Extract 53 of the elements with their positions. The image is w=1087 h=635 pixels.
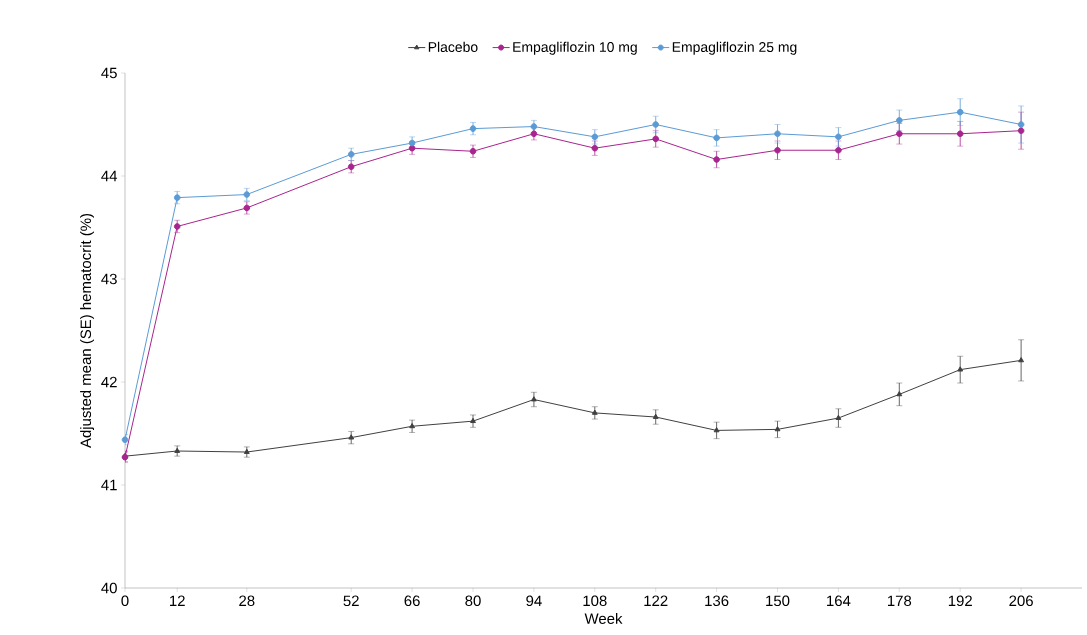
x-tick-label: 206	[1009, 595, 1033, 607]
point	[896, 391, 903, 397]
point	[896, 117, 903, 124]
x-tick-label: 108	[583, 595, 607, 607]
point	[173, 223, 181, 230]
point	[652, 121, 659, 128]
x-tick-label: 178	[887, 595, 912, 607]
point	[713, 427, 720, 433]
point	[652, 413, 659, 419]
y-tick-label: 42	[101, 376, 117, 388]
y-tick-label: 41	[101, 479, 117, 491]
point	[530, 123, 538, 130]
point	[956, 108, 964, 116]
legend-label: Empagliflozin 10 mg	[513, 41, 637, 55]
point	[713, 134, 720, 142]
x-tick-label: 122	[644, 595, 668, 606]
y-tick-label: 44	[101, 170, 118, 182]
x-tick-label: 164	[827, 595, 851, 607]
point	[956, 130, 964, 138]
point	[591, 144, 599, 152]
x-tick-label: 28	[239, 595, 255, 607]
legend-label: Placebo	[428, 41, 478, 53]
y-tick-label: 45	[101, 67, 117, 79]
y-tick-label: 43	[101, 273, 117, 285]
x-tick-label: 94	[526, 595, 542, 607]
point	[774, 130, 781, 138]
point	[652, 135, 659, 143]
x-tick-label: 192	[948, 595, 972, 607]
x-axis-title: Week	[584, 612, 623, 624]
point	[1017, 127, 1025, 134]
legend-label: Empagliflozin 25 mg	[672, 41, 797, 55]
x-tick-label: 80	[465, 595, 481, 607]
x-tick-label: 0	[121, 595, 129, 607]
x-tick-label: 66	[404, 595, 420, 607]
point	[530, 396, 537, 402]
x-tick-label: 52	[343, 595, 359, 607]
point	[713, 156, 720, 163]
point	[835, 146, 842, 154]
x-tick-label: 150	[766, 595, 790, 607]
point	[591, 133, 599, 141]
x-tick-label: 12	[170, 595, 185, 606]
point	[957, 366, 964, 372]
point	[896, 130, 903, 138]
y-tick-label: 40	[101, 582, 117, 594]
point	[1017, 121, 1025, 128]
x-tick-label: 136	[705, 595, 729, 607]
point	[774, 426, 781, 432]
point	[835, 414, 842, 420]
point	[1018, 357, 1025, 363]
y-axis-title: Adjusted mean (SE) hematocrit (%)	[80, 213, 95, 448]
point	[774, 146, 781, 154]
point	[243, 191, 251, 198]
point	[835, 133, 842, 141]
